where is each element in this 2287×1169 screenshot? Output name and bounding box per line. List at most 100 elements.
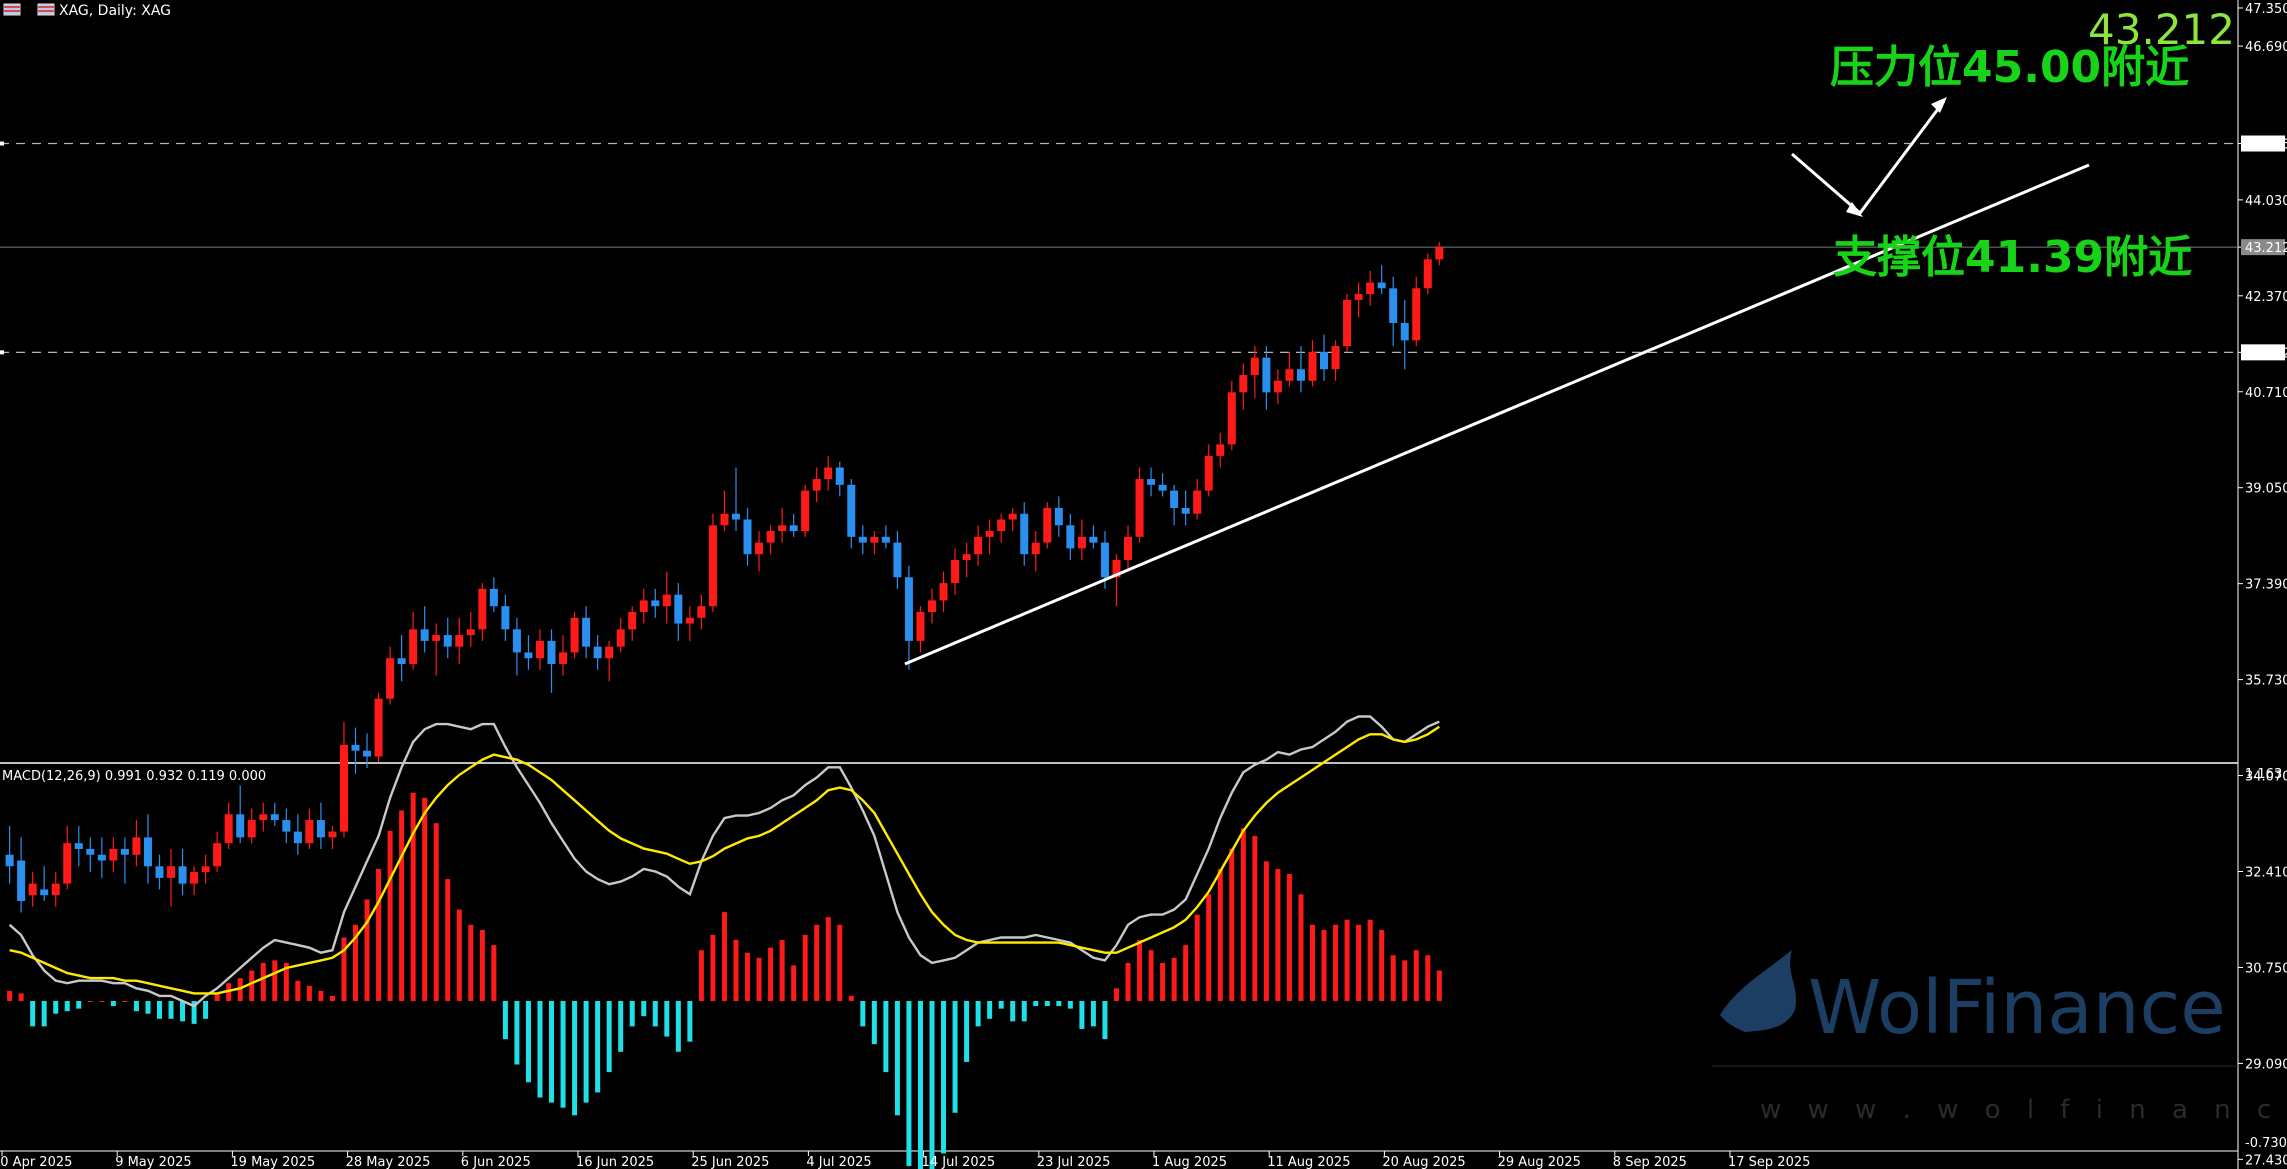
price-tick-label: 43.212 (2245, 241, 2287, 256)
date-label: 20 Aug 2025 (1382, 1155, 1465, 1169)
date-label: 25 Jun 2025 (691, 1155, 769, 1169)
candle-body (74, 843, 83, 849)
candle-body (789, 525, 798, 532)
candle-body (616, 629, 625, 647)
macd-histogram-bar (917, 1001, 923, 1169)
candle-body (489, 588, 498, 607)
candle-body (1308, 351, 1317, 381)
macd-header: MACD(12,26,9) 0.991 0.932 0.119 0.000 (2, 769, 266, 784)
macd-histogram-bar (1194, 914, 1200, 1001)
time-axis: 30 Apr 2025 9 May 2025 19 May 2025 28 May 2… (0, 1151, 1810, 1169)
candle (605, 640, 614, 682)
candle-body (455, 635, 464, 647)
candle (489, 577, 498, 612)
candle-body (51, 883, 60, 896)
macd-histogram-bar (1402, 960, 1408, 1001)
candle-body (155, 866, 164, 878)
candle (904, 565, 913, 670)
candle-body (132, 837, 141, 855)
macd-histogram-bar (687, 1001, 693, 1042)
date-label: 6 Jun 2025 (461, 1155, 531, 1169)
candle (420, 606, 429, 653)
watermark-brand: WolFinance (1808, 965, 2226, 1051)
macd-histogram-bar (549, 1001, 555, 1103)
resistance-annotation: 压力位45.00附近 (1830, 42, 2189, 93)
candle-body (1285, 369, 1294, 381)
candle-body (63, 843, 72, 884)
price-label-box (2241, 135, 2285, 152)
candle-body (40, 889, 49, 896)
macd-histogram-bar (1021, 1001, 1027, 1022)
macd-histogram-bar (952, 1001, 958, 1113)
candle-body (143, 837, 152, 867)
macd-histogram-bar (145, 1001, 151, 1014)
macd-histogram-bar (652, 1001, 658, 1027)
watermark-url: w w w . w o l f i n a n c e . c o m (1760, 1095, 2287, 1125)
candle (1077, 519, 1086, 560)
macd-histogram-bar (260, 962, 266, 1001)
macd-histogram-bar (1090, 1001, 1096, 1027)
price-tick-label: 34.070 (2245, 770, 2287, 785)
candle-body (870, 536, 879, 543)
candle-body (835, 467, 844, 485)
candle (224, 802, 233, 849)
candle (501, 594, 510, 641)
macd-histogram-bar (1275, 868, 1281, 1001)
macd-histogram-bar (203, 1001, 209, 1019)
macd-histogram-bar (1425, 955, 1431, 1001)
macd-histogram-bar (491, 945, 497, 1001)
date-label: 8 Sep 2025 (1613, 1155, 1687, 1169)
candle (1308, 340, 1317, 387)
candle-body (1227, 392, 1236, 445)
macd-histogram-bar (468, 924, 474, 1001)
price-tick-label: 37.390 (2245, 578, 2287, 593)
current-price-large: 43.212 (2088, 5, 2235, 54)
candle (789, 513, 798, 537)
candle (639, 588, 648, 624)
macd-histogram-bar (364, 899, 370, 1001)
macd-histogram-bar (1321, 929, 1327, 1001)
macd-histogram-bar (975, 1001, 981, 1027)
candle-body (801, 490, 810, 532)
candle (1054, 496, 1063, 537)
macd-histogram-bar (283, 962, 289, 1001)
candle-body (651, 600, 660, 607)
macd-histogram-bar (329, 995, 335, 1001)
candle (17, 837, 26, 913)
candle (812, 467, 821, 503)
candle (109, 837, 118, 873)
macd-histogram-bar (756, 957, 762, 1001)
candle (5, 825, 14, 884)
candle (40, 866, 49, 901)
macd-histogram-bar (1240, 828, 1246, 1001)
candle (167, 848, 176, 907)
macd-histogram-bar (894, 1001, 900, 1116)
candle (1285, 351, 1294, 387)
macd-histogram-bar (1252, 835, 1258, 1001)
candle (155, 854, 164, 890)
candle (628, 606, 637, 641)
macd-histogram-bar (1286, 874, 1292, 1001)
candle (881, 525, 890, 549)
macd-histogram-bar (341, 937, 347, 1001)
level-marker (0, 141, 4, 146)
support-trendline[interactable] (904, 163, 2090, 666)
level-marker (0, 350, 4, 355)
candle (63, 825, 72, 890)
macd-histogram-bar (306, 985, 312, 1001)
macd-histogram-bar (1333, 924, 1339, 1001)
candle-body (1147, 479, 1156, 485)
candle (1147, 467, 1156, 497)
macd-histogram-bar (964, 1001, 970, 1062)
candle-body (224, 814, 233, 844)
candle-body (328, 831, 337, 838)
candle (1193, 479, 1202, 520)
macd-histogram-bar (1113, 988, 1119, 1001)
candle-body (259, 814, 268, 821)
candle-body (559, 652, 568, 664)
drawing-objects[interactable] (904, 97, 2090, 666)
macd-histogram-bar (1263, 861, 1269, 1001)
candle-body (5, 854, 14, 867)
macd-histogram-bar (675, 1001, 681, 1052)
